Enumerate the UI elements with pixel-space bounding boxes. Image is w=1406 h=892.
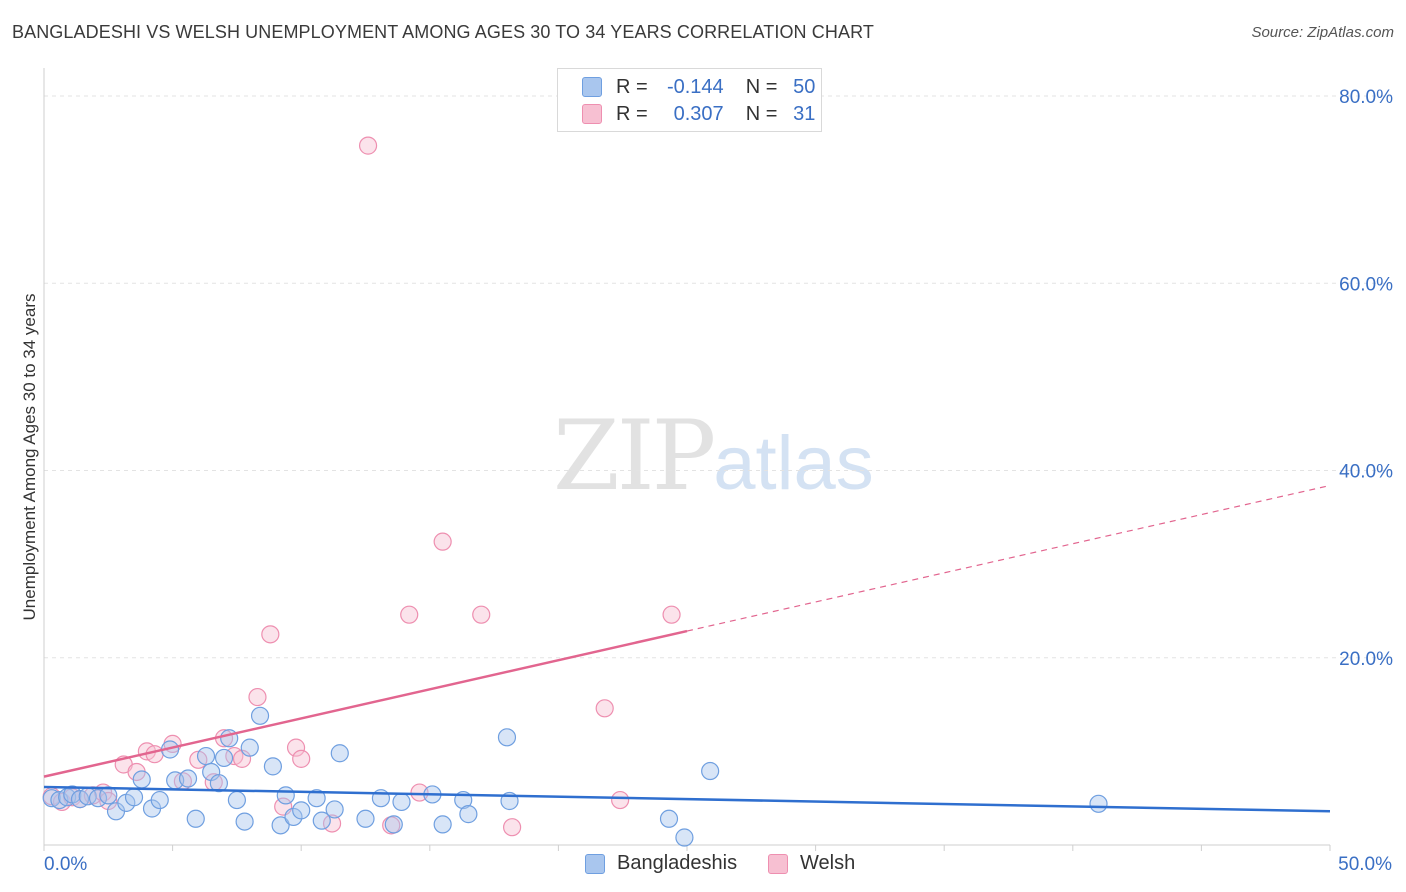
point-bangladeshis [214, 748, 234, 768]
point-bangladeshis [99, 786, 118, 805]
point-welsh [292, 749, 311, 768]
point-bangladeshis [178, 769, 198, 788]
stats-legend: R = -0.144 N = 50 R = 0.307 N = 31 [557, 68, 822, 132]
point-welsh [595, 699, 614, 718]
chart-title: BANGLADESHI VS WELSH UNEMPLOYMENT AMONG … [12, 22, 874, 42]
point-bangladeshis [276, 786, 295, 805]
point-bangladeshis [325, 800, 344, 819]
point-bangladeshis [384, 815, 403, 834]
point-bangladeshis [250, 706, 270, 725]
n-label: N = [745, 75, 778, 98]
point-bangladeshis [497, 728, 517, 747]
trendline-welsh [43, 629, 688, 778]
point-bangladeshis [150, 790, 169, 810]
point-bangladeshis [271, 816, 290, 835]
point-bangladeshis [675, 828, 694, 847]
point-welsh [358, 136, 378, 155]
point-welsh [322, 814, 342, 833]
stats-legend-row-bangladeshis: R = -0.144 N = 50 [582, 75, 815, 99]
point-bangladeshis [459, 805, 478, 824]
point-bangladeshis [196, 746, 216, 766]
point-bangladeshis [235, 812, 254, 831]
x-tick-label: 50.0% [1338, 854, 1392, 875]
y-tick-label: 80.0% [1339, 87, 1393, 108]
legend-item-bangladeshis: Bangladeshis [585, 852, 737, 875]
point-bangladeshis [392, 792, 411, 812]
n-value: 31 [793, 102, 816, 125]
point-welsh [261, 625, 280, 644]
stats-legend-row-welsh: R = 0.307 N = 31 [582, 102, 815, 126]
bangladeshis-legend-swatch [585, 853, 605, 874]
point-bangladeshis [263, 757, 283, 776]
point-bangladeshis [312, 811, 331, 830]
r-label: R = [616, 75, 648, 98]
y-axis-label: Unemployment Among Ages 30 to 34 years [20, 294, 39, 621]
point-bangladeshis [1089, 794, 1108, 813]
x-tick-label: 0.0% [44, 854, 87, 875]
r-value: -0.144 [666, 75, 724, 98]
point-bangladeshis [88, 789, 108, 808]
r-label: R = [616, 102, 648, 125]
welsh-legend-swatch [768, 853, 788, 874]
point-welsh [662, 605, 681, 624]
point-welsh [433, 532, 452, 551]
point-bangladeshis [330, 744, 349, 763]
watermark-zip: ZIP [553, 400, 716, 512]
watermark: ZIPatlas [553, 400, 874, 512]
point-bangladeshis [701, 761, 720, 781]
point-bangladeshis [227, 790, 246, 810]
bangladeshis-swatch [582, 77, 602, 97]
point-welsh [248, 687, 267, 707]
y-tick-label: 40.0% [1339, 462, 1393, 483]
point-bangladeshis [356, 809, 375, 828]
watermark-atlas: atlas [713, 421, 874, 506]
point-welsh [472, 605, 491, 624]
point-bangladeshis [209, 774, 228, 793]
legend-label: Welsh [800, 852, 856, 874]
n-value: 50 [793, 75, 816, 98]
point-bangladeshis [132, 770, 151, 789]
series-legend: Bangladeshis Welsh [0, 852, 1406, 878]
point-bangladeshis [659, 809, 679, 828]
point-welsh [611, 790, 630, 810]
y-tick-label: 20.0% [1339, 649, 1393, 670]
point-bangladeshis [292, 801, 311, 820]
point-bangladeshis [240, 738, 259, 757]
n-label: N = [745, 102, 778, 125]
point-bangladeshis [433, 815, 452, 834]
y-tick-label: 60.0% [1339, 274, 1393, 295]
r-value: 0.307 [673, 102, 724, 125]
point-bangladeshis [307, 789, 326, 808]
legend-label: Bangladeshis [617, 852, 738, 874]
point-bangladeshis [124, 788, 144, 807]
welsh-swatch [582, 104, 602, 124]
point-bangladeshis [186, 809, 205, 828]
legend-item-welsh: Welsh [768, 852, 855, 875]
point-welsh [286, 738, 306, 757]
point-welsh [400, 605, 419, 624]
source-label: Source: ZipAtlas.com [1251, 24, 1394, 41]
trendline-welsh-extension [686, 484, 1331, 632]
trendline-bangladeshis [43, 785, 1331, 813]
point-welsh [503, 818, 522, 837]
